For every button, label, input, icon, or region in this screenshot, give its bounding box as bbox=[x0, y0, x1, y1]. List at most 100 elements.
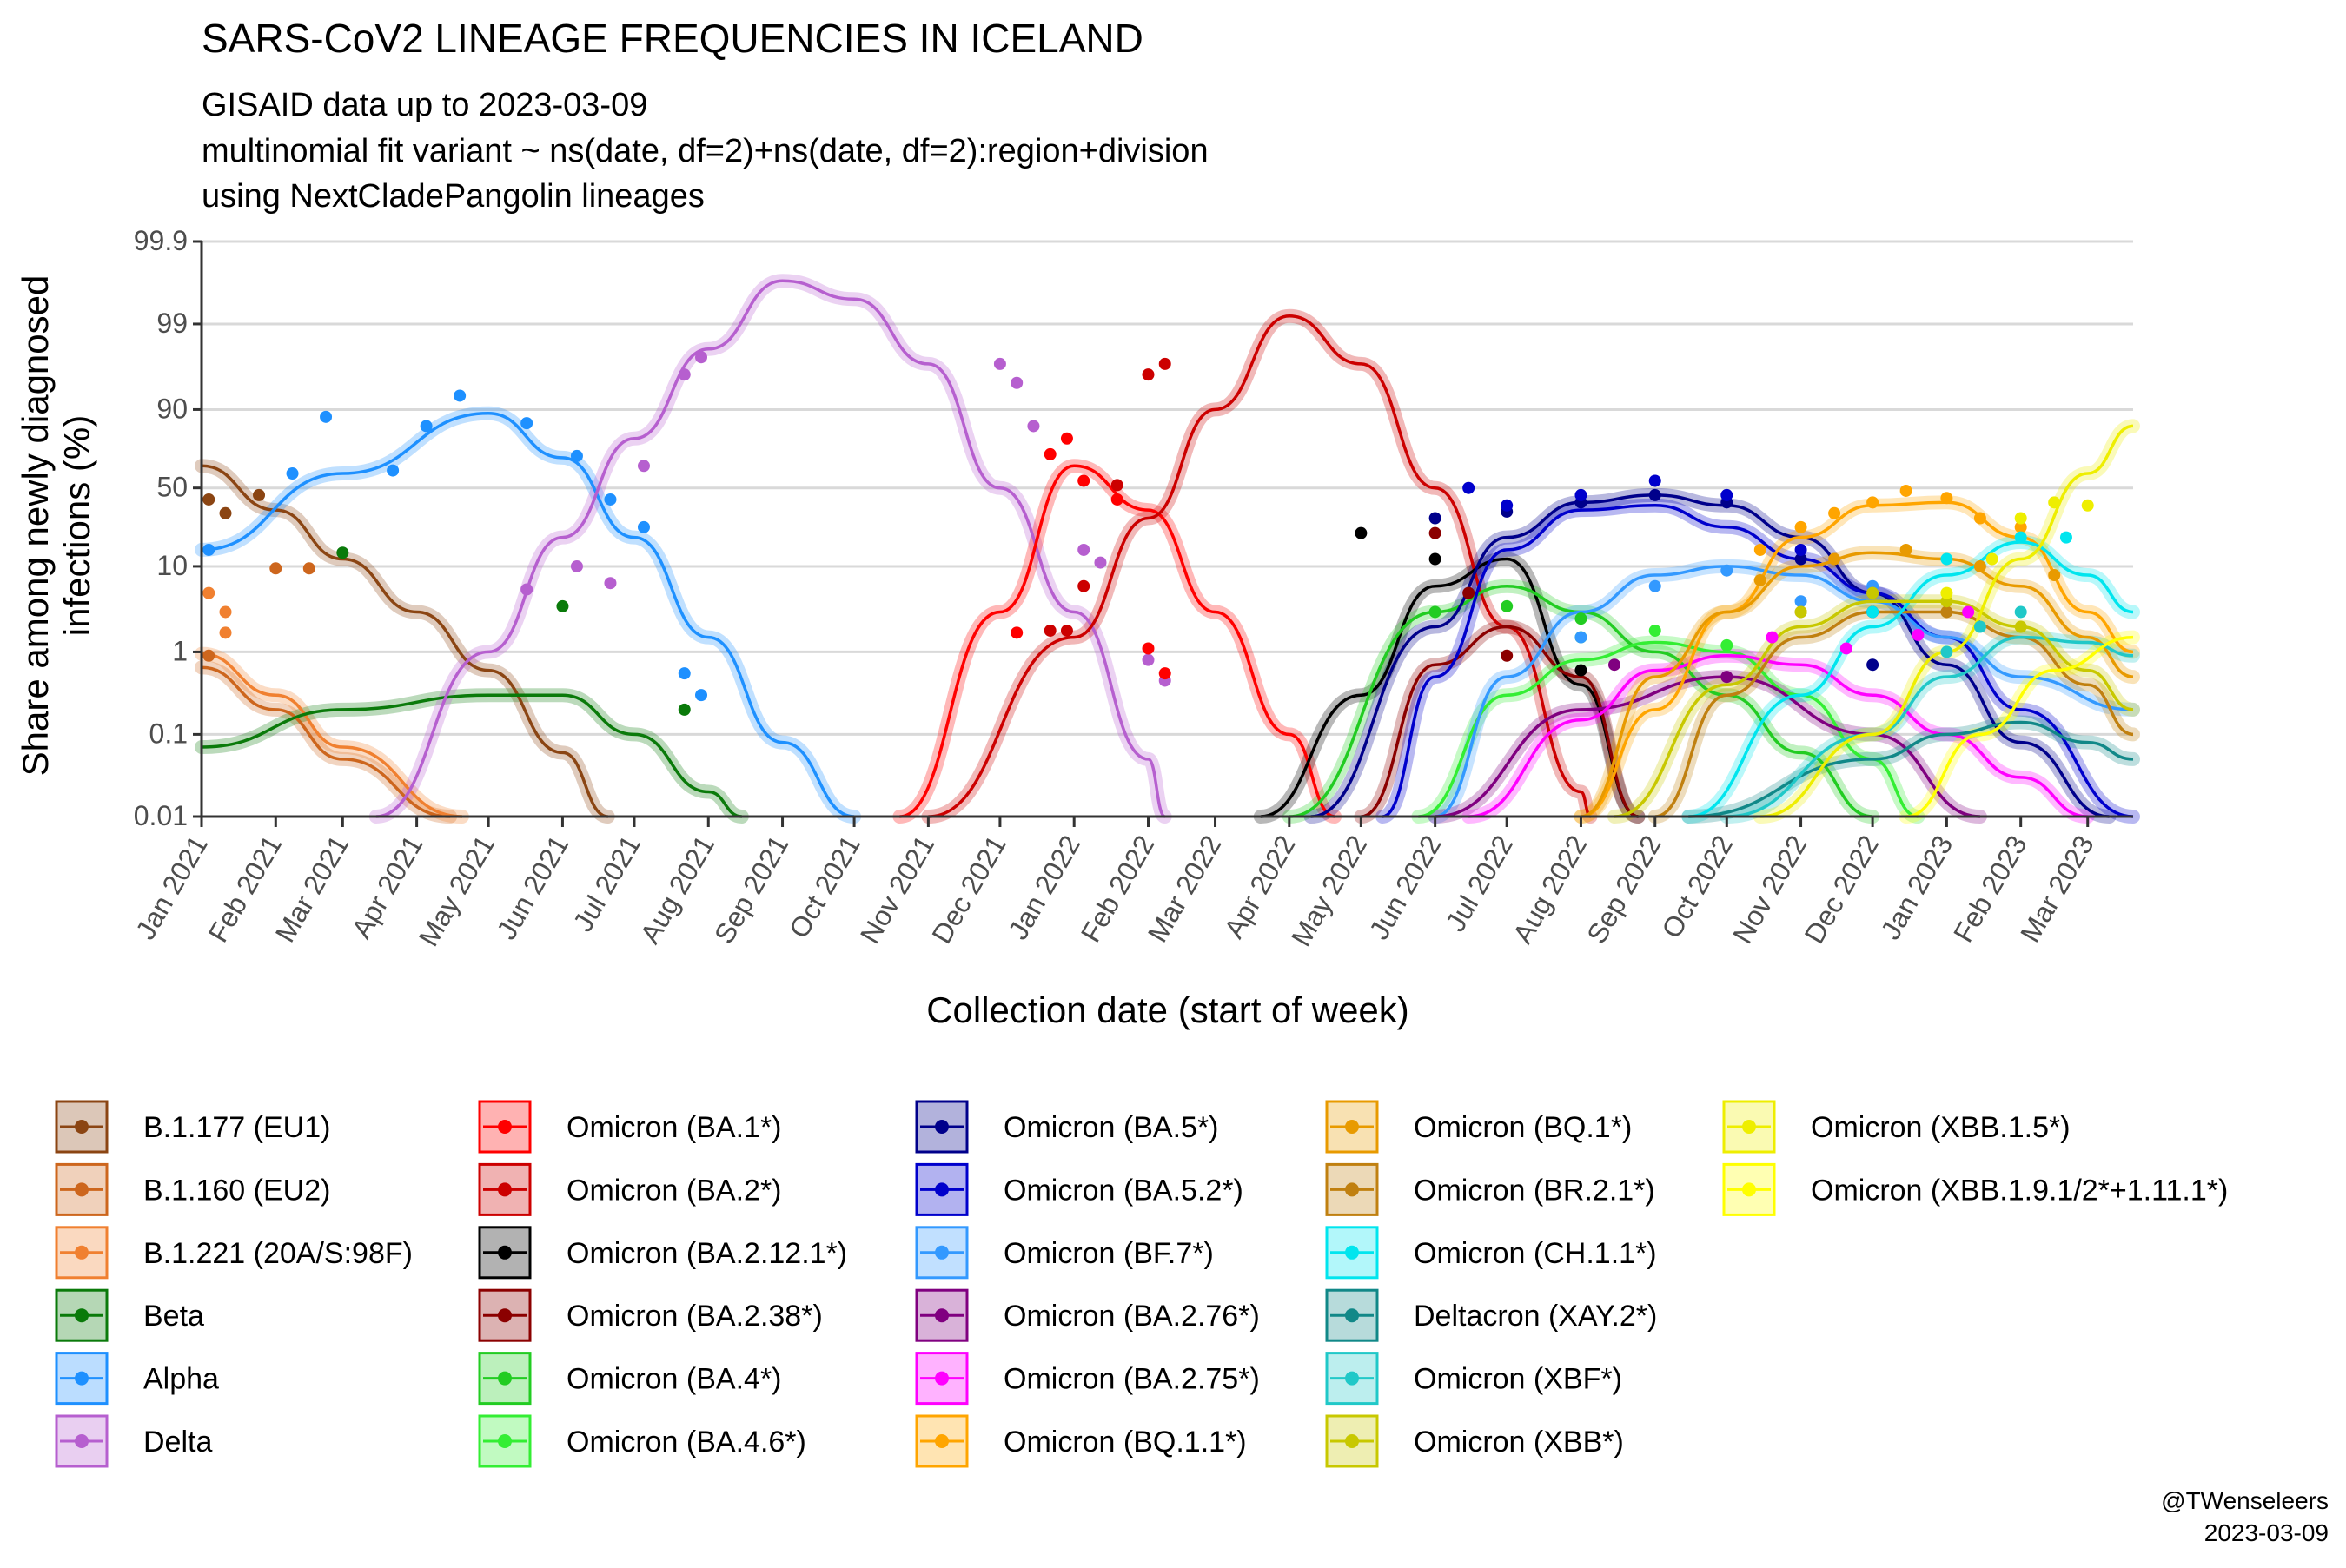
data-point bbox=[1044, 447, 1057, 460]
data-point bbox=[219, 506, 232, 519]
legend-label: Beta bbox=[143, 1300, 204, 1333]
data-point bbox=[1940, 595, 1953, 608]
fit-curve bbox=[1654, 610, 2134, 818]
data-point bbox=[1973, 512, 1986, 525]
data-point bbox=[1720, 671, 1733, 684]
legend-label: Omicron (XBB.1.5*) bbox=[1811, 1111, 2071, 1144]
credit-author: @TWenseleers bbox=[2161, 1487, 2329, 1514]
data-point bbox=[695, 351, 708, 364]
data-point bbox=[1720, 488, 1733, 501]
confidence-band bbox=[195, 406, 862, 824]
data-point bbox=[2059, 531, 2072, 544]
legend-label: Omicron (BA.4*) bbox=[567, 1363, 782, 1396]
legend-key-dot bbox=[75, 1434, 89, 1448]
data-point bbox=[520, 583, 533, 596]
data-point bbox=[1077, 579, 1090, 592]
fit-curve bbox=[1260, 557, 1639, 818]
fit-curve bbox=[201, 665, 451, 818]
legend-key-dot bbox=[935, 1308, 949, 1323]
x-tick-label: Apr 2022 bbox=[1218, 830, 1302, 943]
data-point bbox=[2014, 620, 2027, 633]
legend-label: Omicron (CH.1.1*) bbox=[1414, 1237, 1657, 1270]
data-point bbox=[1648, 579, 1661, 592]
x-axis-title: Collection date (start of week) bbox=[926, 989, 1409, 1030]
y-tick-label: 99.9 bbox=[134, 225, 188, 256]
legend-label: Omicron (XBF*) bbox=[1414, 1363, 1622, 1396]
data-point bbox=[637, 520, 650, 533]
x-tick-label: Jun 2021 bbox=[490, 830, 574, 945]
data-point bbox=[454, 389, 467, 402]
legend-label: Omicron (BA.2*) bbox=[567, 1174, 782, 1207]
data-point bbox=[1648, 488, 1661, 501]
data-point bbox=[1060, 624, 1073, 637]
x-tick-label: Oct 2021 bbox=[783, 830, 866, 943]
legend-key-dot bbox=[935, 1120, 949, 1134]
data-point bbox=[1648, 474, 1661, 487]
legend-key-dot bbox=[1345, 1120, 1359, 1134]
data-point bbox=[336, 546, 349, 559]
data-point bbox=[2081, 499, 2094, 512]
legend-label: Omicron (BR.2.1*) bbox=[1414, 1174, 1655, 1207]
y-tick-label: 50 bbox=[156, 472, 188, 503]
legend: B.1.177 (EU1) B.1.160 (EU2) B.1.221 (20A/S… bbox=[55, 1100, 2228, 1468]
fit-curve bbox=[1905, 635, 2134, 818]
fit-curve bbox=[1614, 599, 2134, 818]
fit-curve bbox=[928, 314, 1592, 818]
data-point bbox=[1794, 543, 1807, 556]
data-point bbox=[678, 703, 691, 716]
data-point bbox=[1110, 493, 1123, 506]
data-point bbox=[1899, 484, 1912, 497]
y-tick-label: 1 bbox=[172, 635, 188, 666]
data-point bbox=[1753, 543, 1766, 556]
y-tick-label: 0.01 bbox=[134, 800, 188, 831]
fit-curve bbox=[1382, 504, 2134, 818]
legend-key-dot bbox=[75, 1120, 89, 1134]
data-point bbox=[1940, 552, 1953, 566]
legend-label: Alpha bbox=[143, 1363, 219, 1396]
data-point bbox=[1794, 605, 1807, 619]
data-point bbox=[2048, 496, 2061, 509]
data-point bbox=[1866, 586, 1879, 599]
legend-label: B.1.221 (20A/S:98F) bbox=[143, 1237, 413, 1270]
chart-subtitle-line-1: GISAID data up to 2023-03-09 bbox=[202, 87, 647, 123]
fit-curve bbox=[1435, 565, 2134, 818]
data-point bbox=[678, 368, 691, 381]
y-axis-title-line-2: infections (%) bbox=[56, 415, 97, 636]
data-point bbox=[269, 562, 282, 575]
data-point bbox=[1866, 605, 1879, 619]
legend-label: Deltacron (XAY.2*) bbox=[1414, 1300, 1657, 1333]
data-point bbox=[1027, 420, 1040, 433]
data-point bbox=[387, 464, 400, 477]
data-point bbox=[1077, 474, 1090, 487]
data-point bbox=[570, 449, 583, 462]
data-point bbox=[604, 577, 617, 590]
data-point bbox=[1962, 605, 1975, 619]
data-point bbox=[302, 562, 315, 575]
data-point bbox=[219, 626, 232, 639]
data-point bbox=[1428, 526, 1441, 539]
fit-curve bbox=[201, 693, 743, 818]
legend-label: Omicron (BQ.1*) bbox=[1414, 1111, 1632, 1144]
data-point bbox=[1866, 658, 1879, 672]
data-point bbox=[1574, 664, 1587, 677]
legend-key-dot bbox=[498, 1434, 512, 1448]
legend-key-dot bbox=[935, 1434, 949, 1448]
legend-key-dot bbox=[1345, 1308, 1359, 1323]
data-point bbox=[202, 586, 215, 599]
x-tick-label: Apr 2021 bbox=[346, 830, 429, 943]
fit-curve bbox=[375, 279, 1166, 818]
data-point bbox=[520, 417, 533, 430]
x-tick-label: Aug 2021 bbox=[634, 830, 721, 949]
data-point bbox=[1142, 368, 1155, 381]
chart-subtitle-line-2: multinomial fit variant ~ ns(date, df=2)… bbox=[202, 133, 1209, 169]
data-point bbox=[320, 410, 333, 423]
x-tick-label: Aug 2022 bbox=[1507, 830, 1594, 949]
legend-label: Omicron (BA.5*) bbox=[1004, 1111, 1219, 1144]
data-point bbox=[2014, 605, 2027, 619]
x-tick-label: Oct 2022 bbox=[1655, 830, 1739, 943]
legend-key-dot bbox=[498, 1120, 512, 1134]
data-point bbox=[1899, 543, 1912, 556]
legend-key-dot bbox=[498, 1371, 512, 1386]
